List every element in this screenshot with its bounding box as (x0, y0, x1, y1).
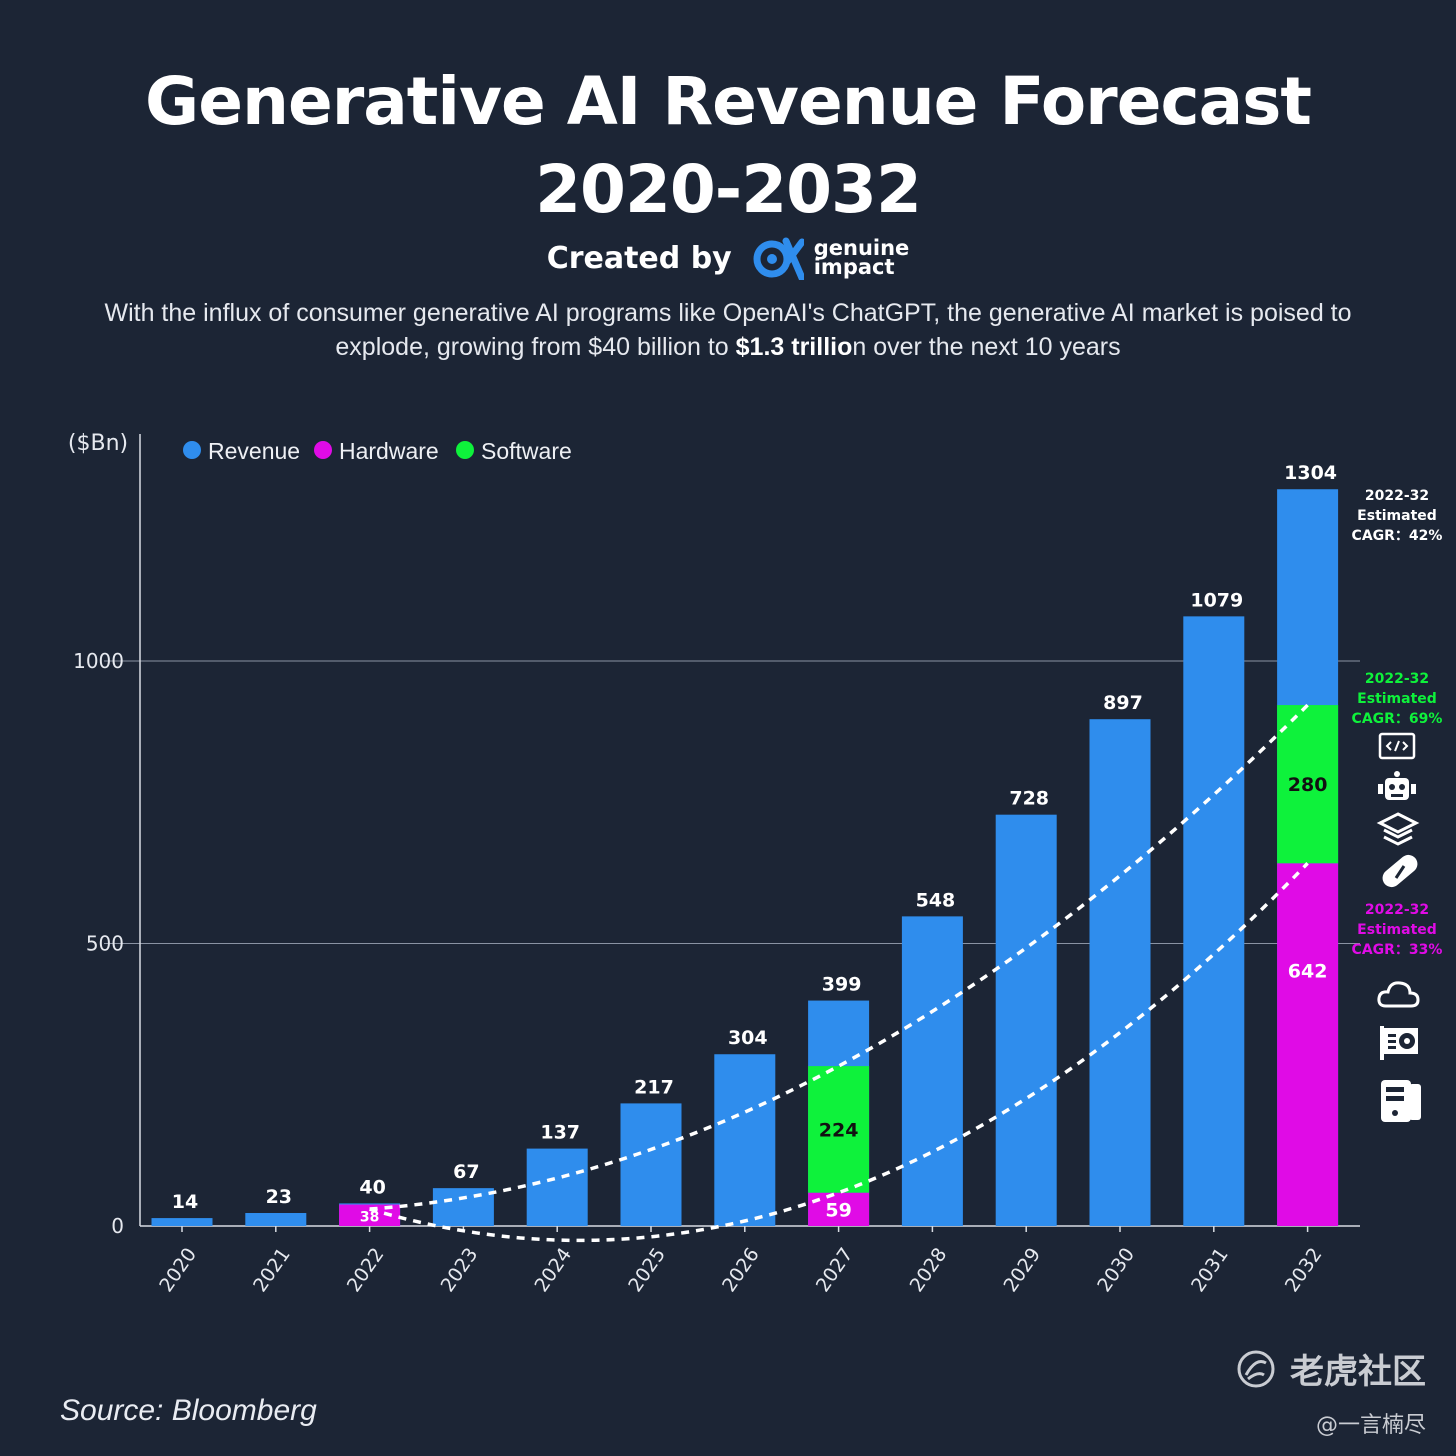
legend-swatch-software (456, 441, 474, 459)
legend-swatch-hardware (314, 441, 332, 459)
robot-icon (1378, 771, 1416, 800)
data-label-revenue: 399 (822, 974, 862, 996)
cagr-annotation-revenue: 2022-32 (1365, 488, 1429, 504)
data-label-revenue: 728 (1009, 788, 1049, 810)
graduation-cap-icon (1376, 812, 1420, 846)
trend-line-software (369, 703, 1309, 1211)
data-label-revenue: 548 (916, 889, 956, 911)
x-tick-label: 2022 (343, 1244, 389, 1296)
brand-name-line-1: genuine (813, 236, 910, 260)
cagr-annotation-software: CAGR：69% (1352, 711, 1443, 727)
chart-subtitle: With the influx of consumer generative A… (100, 296, 1356, 364)
x-tick-label: 2026 (718, 1244, 764, 1296)
cloud-icon (1377, 981, 1420, 1008)
bar-revenue (245, 1213, 307, 1226)
data-label-software: 224 (819, 1119, 859, 1141)
y-tick-label: 0 (111, 1214, 124, 1238)
revenue-chart: 0 500 1000 ($Bn) Revenue Hardware Software 14 20… (68, 431, 1443, 1296)
bar-revenue (714, 1054, 776, 1226)
watermark-text: 老虎社区 (1290, 1352, 1426, 1392)
watermark-handle: @一言楠尽 (1315, 1413, 1426, 1438)
x-tick-label: 2028 (906, 1244, 952, 1296)
subtitle-text-2: n over the next 10 years (852, 333, 1121, 361)
data-label-hardware: 642 (1288, 960, 1328, 982)
data-label-revenue: 14 (172, 1191, 198, 1213)
cagr-annotation-software: 2022-32 (1365, 671, 1429, 687)
source-note: Source: Bloomberg (60, 1394, 317, 1427)
title-line-2: 2020-2032 (535, 151, 922, 228)
tiger-logo-icon (1237, 1350, 1275, 1387)
y-axis-label: ($Bn) (68, 431, 128, 456)
legend-label-software: Software (481, 438, 572, 464)
cagr-annotation-revenue: CAGR：42% (1352, 528, 1443, 544)
data-label-revenue: 137 (540, 1122, 580, 1144)
subtitle-text-1: With the influx of consumer generative A… (104, 299, 1352, 361)
x-tick-label: 2020 (155, 1244, 201, 1296)
x-tick-label: 2032 (1281, 1244, 1327, 1296)
trend-line-hardware (369, 862, 1309, 1243)
x-tick-label: 2029 (999, 1244, 1045, 1296)
cagr-annotation-revenue: Estimated (1357, 508, 1437, 524)
data-label-revenue: 217 (634, 1076, 674, 1098)
data-label-revenue: 40 (359, 1176, 385, 1198)
bar-software (1277, 705, 1339, 864)
bar-revenue (151, 1218, 213, 1226)
cagr-annotation-hardware: 2022-32 (1365, 902, 1429, 918)
bar-software (808, 1066, 870, 1193)
x-tick-label: 2024 (530, 1244, 576, 1296)
bar-hardware (1277, 863, 1339, 1226)
chart-title: Generative AI Revenue Forecast 2020-2032 (0, 58, 1456, 234)
genuine-impact-logo-icon (753, 237, 804, 280)
created-by-label: Created by (546, 240, 732, 276)
data-label-software: 280 (1288, 774, 1328, 796)
legend-label-hardware: Hardware (339, 438, 439, 464)
x-tick-label: 2030 (1093, 1244, 1139, 1296)
code-window-icon (1378, 732, 1416, 760)
data-label-hardware: 59 (825, 1199, 851, 1221)
gpu-card-icon (1380, 1026, 1418, 1060)
bar-revenue (901, 916, 963, 1226)
bar-revenue (526, 1148, 588, 1226)
creator-credit: Created by genuine impact (0, 236, 1456, 280)
cagr-annotation-hardware: CAGR：33% (1352, 942, 1443, 958)
x-tick-label: 2023 (437, 1244, 483, 1296)
bar-revenue (1089, 719, 1151, 1226)
data-label-revenue: 304 (728, 1027, 768, 1049)
legend-swatch-revenue (183, 441, 201, 459)
x-tick-label: 2027 (812, 1244, 858, 1296)
y-tick-label: 500 (86, 932, 124, 956)
subtitle-highlight: $1.3 trillio (735, 333, 853, 361)
x-tick-label: 2025 (624, 1244, 670, 1296)
data-label-hardware: 38 (360, 1209, 379, 1225)
bar-hardware (339, 1204, 401, 1226)
server-icon (1381, 1080, 1421, 1122)
data-label-revenue: 1079 (1190, 589, 1243, 611)
bar-revenue (1183, 616, 1245, 1226)
x-tick-label: 2031 (1187, 1244, 1233, 1296)
data-label-revenue: 23 (266, 1186, 292, 1208)
y-tick-label: 1000 (73, 649, 124, 673)
data-label-revenue: 1304 (1284, 462, 1337, 484)
brand-logo: genuine impact (752, 236, 910, 280)
bar-revenue (620, 1103, 682, 1226)
title-line-1: Generative AI Revenue Forecast (145, 63, 1312, 140)
cagr-annotation-software: Estimated (1357, 691, 1437, 707)
bar-revenue (995, 814, 1057, 1226)
bar-revenue (432, 1188, 494, 1226)
cagr-annotation-hardware: Estimated (1357, 922, 1437, 938)
legend-label-revenue: Revenue (208, 438, 300, 464)
data-label-revenue: 897 (1103, 692, 1143, 714)
brand-name-line-2: impact (813, 255, 895, 279)
data-label-revenue: 67 (453, 1161, 479, 1183)
pill-icon (1382, 854, 1418, 888)
watermark: 老虎社区 @一言楠尽 (1234, 1344, 1426, 1439)
x-tick-label: 2021 (249, 1244, 295, 1296)
